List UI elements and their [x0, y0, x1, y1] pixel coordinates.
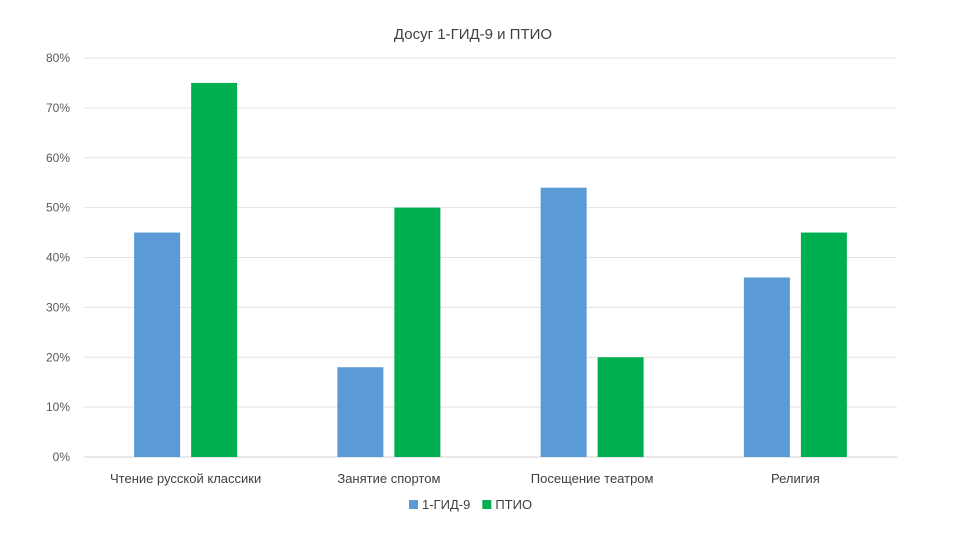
legend: 1-ГИД-9 ПТИО	[409, 497, 532, 512]
legend-label: 1-ГИД-9	[422, 497, 470, 512]
bar	[337, 367, 384, 457]
y-tick-label: 80%	[46, 51, 70, 65]
y-axis-ticks: 0% 10% 20% 30% 40% 50% 60% 70% 80%	[46, 51, 70, 464]
x-tick-label: Занятие спортом	[337, 471, 440, 486]
y-tick-label: 20%	[46, 350, 70, 364]
x-tick-label: Посещение театром	[531, 471, 654, 486]
bar	[540, 187, 587, 458]
x-axis-labels: Чтение русской классики Занятие спортом По…	[110, 471, 820, 486]
bars	[134, 82, 847, 458]
bar	[597, 357, 644, 457]
y-tick-label: 10%	[46, 400, 70, 414]
bar	[134, 232, 181, 457]
bar	[394, 207, 441, 457]
legend-label: ПТИО	[495, 497, 532, 512]
y-tick-label: 70%	[46, 101, 70, 115]
y-tick-label: 60%	[46, 151, 70, 165]
bar	[743, 277, 790, 457]
bar	[800, 232, 847, 457]
chart-title: Досуг 1-ГИД-9 и ПТИО	[394, 26, 552, 43]
y-tick-label: 0%	[53, 450, 71, 464]
y-tick-label: 50%	[46, 201, 70, 215]
legend-swatch	[482, 500, 492, 509]
legend-swatch	[409, 500, 418, 509]
x-tick-label: Чтение русской классики	[110, 471, 261, 486]
x-tick-label: Религия	[771, 471, 820, 486]
y-tick-label: 40%	[46, 251, 70, 265]
y-tick-label: 30%	[46, 300, 70, 314]
bar	[191, 82, 238, 457]
